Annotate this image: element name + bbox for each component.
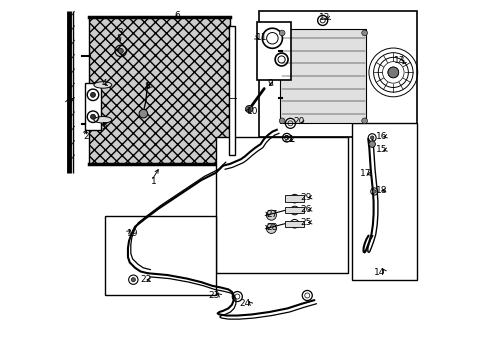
Circle shape (266, 210, 276, 220)
Text: 2: 2 (83, 132, 88, 141)
Bar (284, 221, 304, 226)
Bar (88, 17, 230, 164)
Text: 10: 10 (247, 107, 258, 116)
Text: 1: 1 (151, 176, 157, 185)
Circle shape (279, 118, 285, 124)
Circle shape (361, 118, 367, 124)
Circle shape (90, 92, 95, 97)
Text: 22: 22 (141, 275, 152, 284)
Text: 11: 11 (256, 33, 267, 42)
Text: 4: 4 (102, 80, 107, 89)
Bar (228, 26, 235, 155)
Bar (280, 30, 366, 123)
Circle shape (368, 141, 375, 147)
Circle shape (245, 105, 252, 113)
Text: 14: 14 (373, 268, 385, 277)
Bar (258, 12, 416, 137)
Text: 21: 21 (283, 135, 294, 144)
Bar (284, 195, 304, 202)
Text: 20: 20 (293, 117, 304, 126)
Text: 24: 24 (239, 299, 250, 308)
Circle shape (279, 30, 285, 36)
Text: 12: 12 (318, 13, 329, 22)
Text: 6: 6 (174, 11, 180, 20)
Bar (351, 123, 416, 280)
Circle shape (118, 48, 123, 53)
Circle shape (266, 224, 276, 233)
Text: 17: 17 (360, 169, 371, 178)
Text: 5: 5 (102, 122, 107, 131)
Ellipse shape (94, 117, 112, 123)
Text: 26: 26 (300, 205, 311, 214)
Text: 25: 25 (300, 218, 311, 227)
Text: 9: 9 (267, 79, 273, 88)
Circle shape (90, 114, 95, 119)
Text: 28: 28 (266, 223, 278, 232)
Text: 16: 16 (375, 132, 386, 141)
Text: 23: 23 (208, 291, 220, 300)
Text: 29: 29 (300, 193, 311, 202)
Text: 19: 19 (126, 229, 138, 238)
Circle shape (131, 278, 135, 282)
Bar (85, 83, 101, 130)
Bar (104, 216, 215, 295)
Text: 7: 7 (67, 98, 73, 107)
Text: 15: 15 (375, 145, 386, 154)
Circle shape (361, 30, 367, 36)
Text: 8: 8 (144, 82, 150, 91)
Text: 13: 13 (393, 56, 405, 65)
Bar (257, 22, 290, 80)
Text: 18: 18 (375, 185, 386, 194)
Circle shape (369, 136, 373, 139)
Ellipse shape (94, 82, 112, 88)
Text: 27: 27 (266, 210, 278, 219)
Text: 3: 3 (117, 28, 122, 37)
Circle shape (387, 67, 398, 78)
Circle shape (139, 109, 147, 118)
Circle shape (372, 190, 375, 193)
Bar (284, 207, 304, 213)
Bar (215, 137, 348, 273)
